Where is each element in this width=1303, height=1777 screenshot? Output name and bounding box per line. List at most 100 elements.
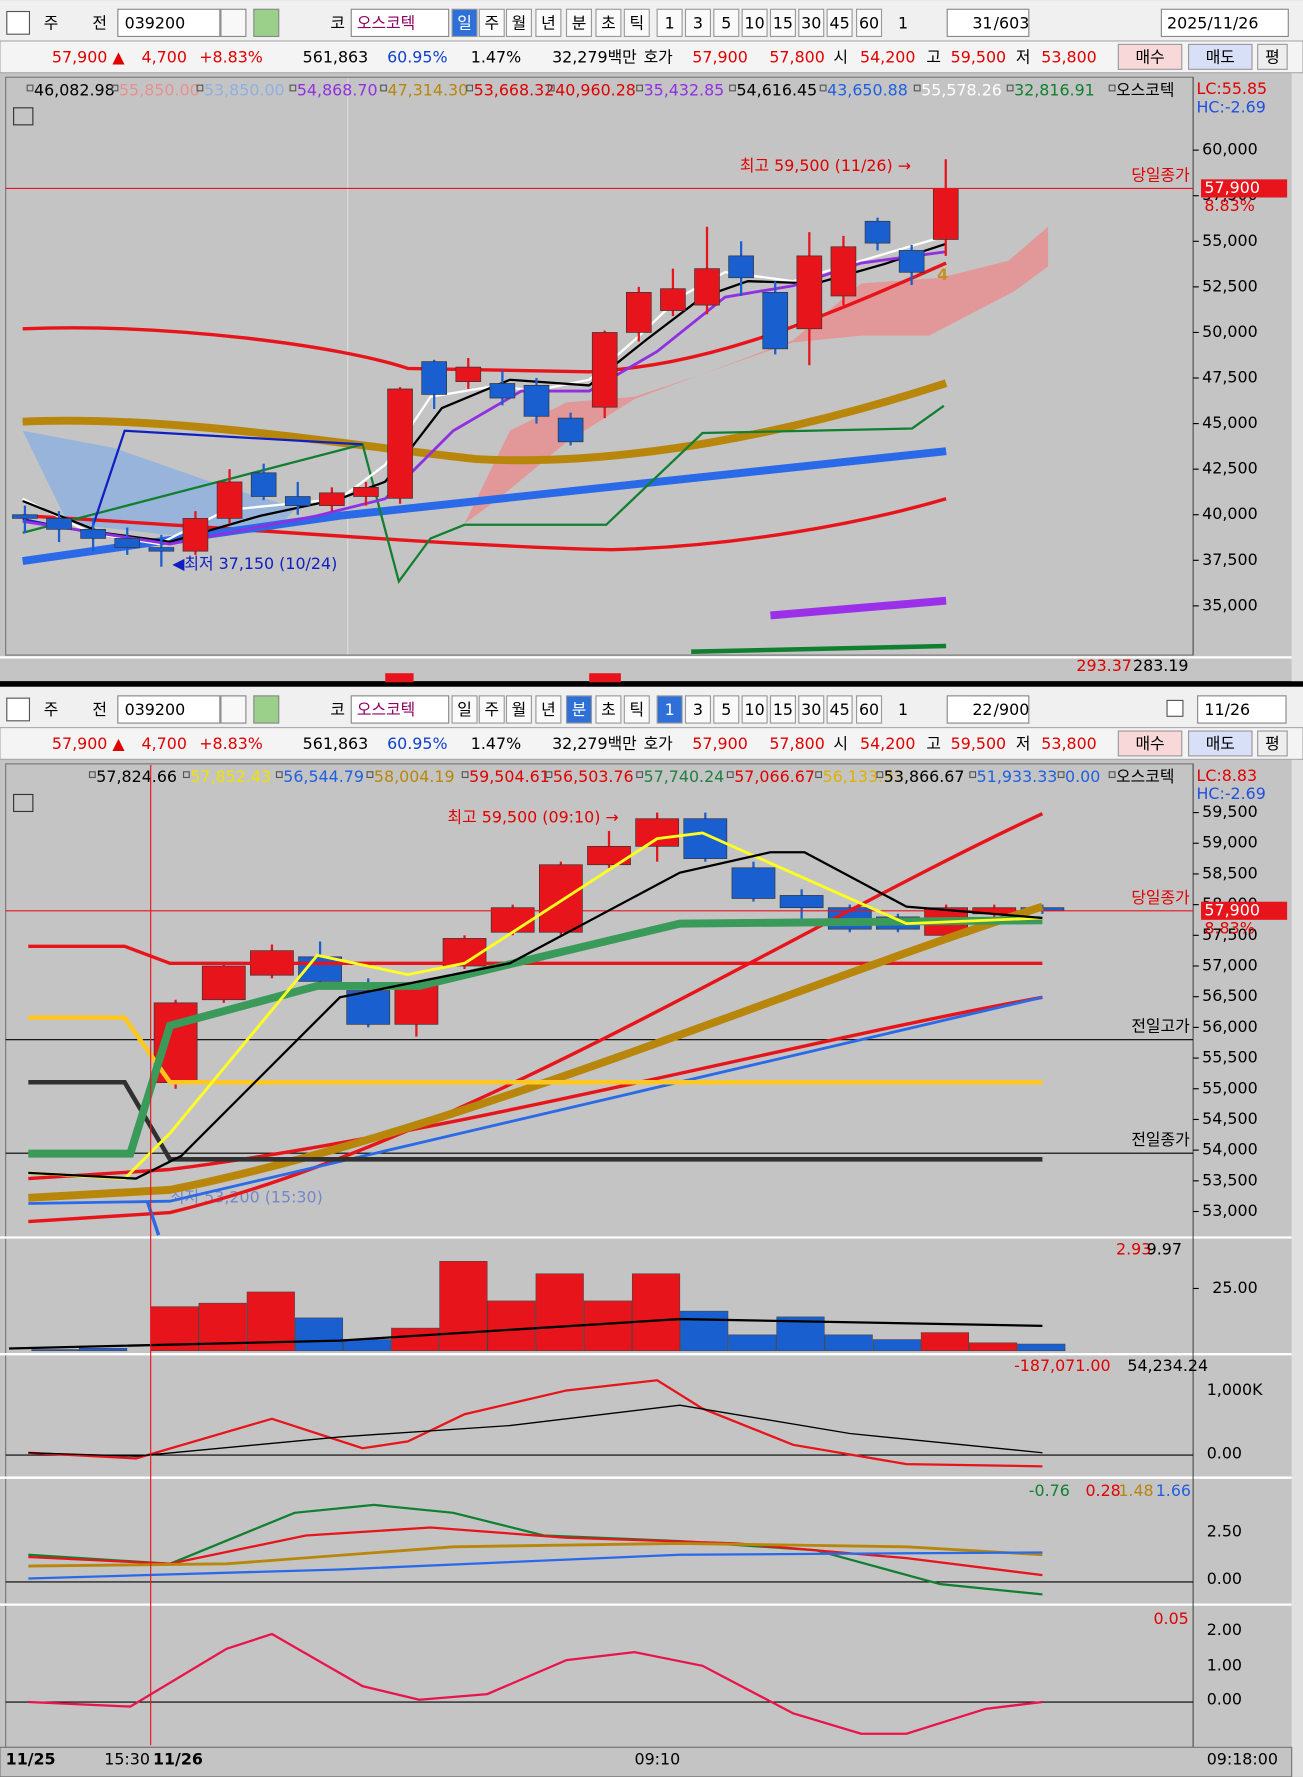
legend-marker [726,771,734,779]
legend-marker [466,84,474,92]
quote-bar [0,727,1303,760]
toggle [253,695,280,724]
quote-text: 매수 [1135,47,1164,66]
button[interactable] [826,8,853,38]
legend-value: 57,740.24 [644,767,725,786]
toolbar-text: 3 [693,13,703,32]
candle-body [683,818,728,859]
active-button[interactable] [565,695,593,724]
y-tick-label: 55,000 [1202,231,1258,250]
low-note: ◀최저 37,150 (10/24) [172,554,337,573]
toolbar-text: 60 [859,13,879,32]
volume-bar [294,1317,344,1352]
button[interactable] [478,695,505,724]
button[interactable] [656,8,683,38]
date-box [1197,695,1287,724]
candle-body [490,907,535,933]
candle-body [201,965,246,1001]
button[interactable] [684,8,711,38]
toolbar-text: 60 [859,700,879,719]
quote-text: 32,279백만 [552,734,637,753]
button[interactable] [595,695,622,724]
toolbar-text: 039200 [125,13,186,32]
y-tick-label: 57,500 [1202,925,1258,944]
quote-text: 57,900 ▲ [52,734,126,753]
y-tick-label: 54,500 [1202,1109,1258,1128]
y-tick-label: 52,500 [1202,276,1258,295]
name-box [350,8,450,38]
button[interactable] [856,8,883,38]
trade-button[interactable] [1187,730,1253,757]
legend-marker [380,84,387,92]
y-tick-label: 60,000 [1202,140,1258,159]
candle-body [591,332,618,408]
button[interactable] [623,695,650,724]
toolbar-text: 039200 [125,700,186,719]
candle-body [319,492,345,506]
search-button [220,8,247,38]
quote-text: 고 [926,734,941,753]
quote-text: 1.47% [471,734,521,753]
button[interactable] [565,8,593,38]
button[interactable] [741,8,768,38]
candle-body [538,864,583,933]
quote-text: 57,800 [769,47,825,66]
button[interactable] [684,695,711,724]
grid-icon [13,107,34,126]
candle-body [353,487,379,497]
trade-button[interactable] [1257,730,1288,757]
name-box [350,695,450,724]
legend-value: 53,668.32 [474,80,555,99]
y-tick-label: 54,000 [1202,1140,1258,1159]
button[interactable] [595,8,622,38]
active-button[interactable] [656,695,683,724]
legend-marker [366,771,374,779]
volume-bar [79,1348,128,1352]
button[interactable] [623,8,650,38]
button[interactable] [856,695,883,724]
button[interactable] [798,8,825,38]
scrollbar [1291,759,1303,1777]
button[interactable] [769,695,796,724]
button[interactable] [798,695,825,724]
obv-signal [28,1404,1043,1457]
time-label: 11/25 [6,1749,56,1768]
button[interactable] [535,8,562,38]
button[interactable] [535,695,562,724]
toolbar-text: 1 [898,700,908,719]
toolbar-text: 2025/11/26 [1167,13,1258,32]
trade-button[interactable] [1117,43,1183,70]
count-box [946,8,1030,38]
legend-marker [275,771,283,779]
panel-axis-label: 1.00 [1207,1655,1242,1674]
button[interactable] [451,695,478,724]
band-upper [28,812,1044,1224]
button[interactable] [741,695,768,724]
button[interactable] [713,695,740,724]
y-tick-label: 56,500 [1202,986,1258,1005]
toolbar-text: 전 [92,13,107,32]
legend-marker [182,771,190,779]
band-mid [28,995,1043,1181]
candle-body [626,292,652,333]
trade-button[interactable] [1187,43,1253,70]
toolbar-text: 10 [745,13,765,32]
quote-text: 고 [926,47,941,66]
button[interactable] [713,8,740,38]
button[interactable] [769,8,796,38]
candle-body [523,384,550,417]
trade-button[interactable] [1117,730,1183,757]
button[interactable] [505,8,532,38]
trade-button[interactable] [1257,43,1288,70]
quote-text: 57,800 [769,734,825,753]
legend-value: 51,933.33 [977,767,1058,786]
candle-body [216,481,243,519]
candle-body [731,867,776,899]
button[interactable] [478,8,505,38]
button[interactable] [505,695,532,724]
close-label: 당일종가 [1131,165,1190,184]
active-button[interactable] [451,8,478,38]
quote-text: 호가 [644,47,674,66]
button[interactable] [826,695,853,724]
